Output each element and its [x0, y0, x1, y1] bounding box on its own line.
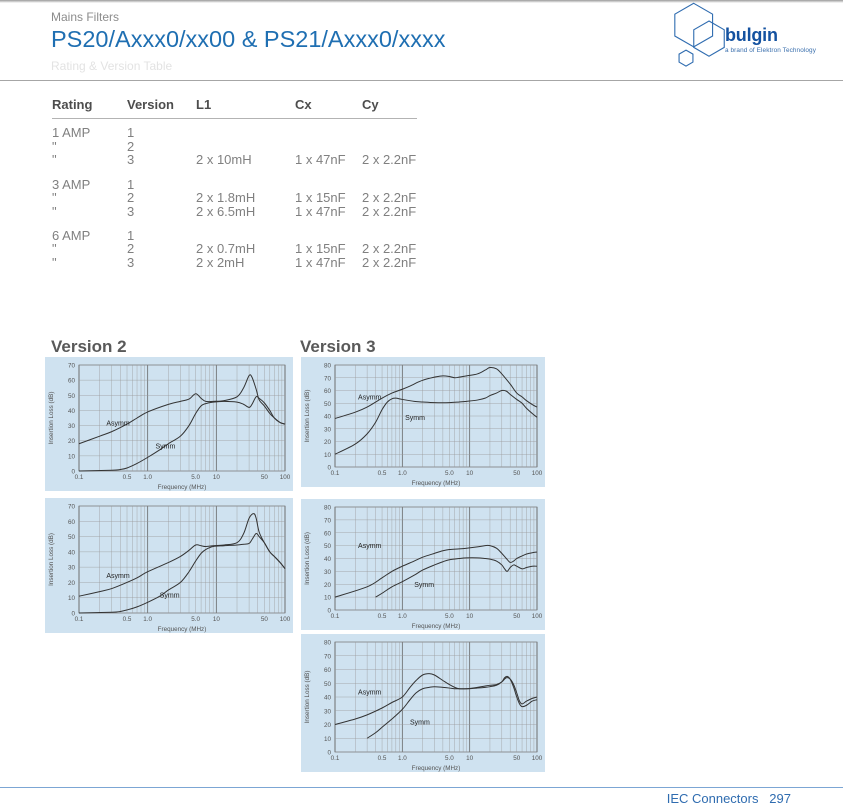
svg-text:0.5: 0.5	[378, 470, 387, 477]
svg-text:70: 70	[324, 375, 332, 382]
svg-text:20: 20	[324, 582, 332, 589]
svg-text:Asymm: Asymm	[358, 543, 382, 550]
svg-text:0.1: 0.1	[331, 470, 340, 477]
svg-text:40: 40	[68, 408, 76, 415]
svg-text:40: 40	[324, 414, 332, 421]
svg-text:0.5: 0.5	[123, 616, 132, 623]
svg-text:60: 60	[68, 519, 76, 526]
svg-text:Frequency (MHz): Frequency (MHz)	[412, 480, 461, 487]
svg-text:1.0: 1.0	[398, 613, 407, 620]
svg-text:Symm: Symm	[405, 415, 425, 422]
svg-text:0.1: 0.1	[75, 474, 84, 481]
svg-text:Symm: Symm	[414, 582, 434, 589]
svg-text:20: 20	[68, 438, 76, 445]
svg-text:Symm: Symm	[160, 593, 180, 600]
svg-text:Frequency (MHz): Frequency (MHz)	[412, 623, 461, 630]
svg-text:5.0: 5.0	[191, 616, 200, 623]
svg-text:0.5: 0.5	[378, 755, 387, 762]
svg-text:40: 40	[68, 549, 76, 556]
svg-text:100: 100	[532, 613, 543, 620]
svg-text:Asymm: Asymm	[106, 421, 130, 428]
svg-text:50: 50	[68, 393, 76, 400]
svg-text:Insertion Loss (dB): Insertion Loss (dB)	[48, 392, 55, 445]
svg-text:50: 50	[261, 616, 269, 623]
svg-text:0.1: 0.1	[75, 616, 84, 623]
svg-text:10: 10	[324, 452, 332, 459]
svg-text:10: 10	[324, 595, 332, 602]
svg-text:70: 70	[324, 517, 332, 524]
svg-text:1.0: 1.0	[398, 470, 407, 477]
svg-text:50: 50	[261, 474, 269, 481]
svg-text:Symm: Symm	[155, 443, 175, 450]
svg-text:0.1: 0.1	[331, 755, 340, 762]
svg-text:20: 20	[68, 580, 76, 587]
svg-text:100: 100	[280, 474, 291, 481]
svg-text:Frequency (MHz): Frequency (MHz)	[158, 626, 207, 633]
svg-text:30: 30	[68, 565, 76, 572]
svg-text:10: 10	[324, 736, 332, 743]
svg-text:80: 80	[324, 640, 332, 647]
svg-text:20: 20	[324, 439, 332, 446]
svg-text:10: 10	[466, 470, 474, 477]
svg-text:10: 10	[68, 595, 76, 602]
svg-text:30: 30	[68, 423, 76, 430]
svg-text:0.5: 0.5	[378, 613, 387, 620]
svg-text:50: 50	[324, 543, 332, 550]
svg-text:10: 10	[213, 474, 221, 481]
svg-text:70: 70	[324, 653, 332, 660]
svg-text:Insertion Loss (dB): Insertion Loss (dB)	[304, 532, 311, 585]
svg-text:10: 10	[466, 613, 474, 620]
svg-text:30: 30	[324, 569, 332, 576]
svg-text:1.0: 1.0	[143, 616, 152, 623]
svg-text:Insertion Loss (dB): Insertion Loss (dB)	[48, 533, 55, 586]
svg-text:Insertion Loss (dB): Insertion Loss (dB)	[304, 390, 311, 443]
svg-text:Asymm: Asymm	[106, 573, 130, 580]
svg-text:50: 50	[513, 613, 521, 620]
svg-text:5.0: 5.0	[445, 613, 454, 620]
svg-text:0.5: 0.5	[123, 474, 132, 481]
svg-text:100: 100	[532, 470, 543, 477]
svg-text:30: 30	[324, 708, 332, 715]
svg-text:Insertion Loss (dB): Insertion Loss (dB)	[304, 671, 311, 724]
svg-text:60: 60	[324, 530, 332, 537]
svg-text:60: 60	[68, 378, 76, 385]
svg-text:1.0: 1.0	[398, 755, 407, 762]
svg-text:10: 10	[213, 616, 221, 623]
svg-text:50: 50	[513, 755, 521, 762]
svg-text:20: 20	[324, 722, 332, 729]
svg-text:Frequency (MHz): Frequency (MHz)	[158, 484, 207, 491]
svg-text:1.0: 1.0	[143, 474, 152, 481]
svg-text:50: 50	[68, 534, 76, 541]
svg-text:Asymm: Asymm	[358, 689, 382, 696]
svg-text:0.1: 0.1	[331, 613, 340, 620]
svg-text:80: 80	[324, 505, 332, 512]
svg-text:30: 30	[324, 426, 332, 433]
svg-text:70: 70	[68, 363, 76, 370]
svg-text:70: 70	[68, 504, 76, 511]
svg-text:10: 10	[68, 453, 76, 460]
svg-text:50: 50	[324, 681, 332, 688]
svg-text:60: 60	[324, 388, 332, 395]
svg-text:Frequency (MHz): Frequency (MHz)	[412, 765, 461, 772]
svg-text:100: 100	[532, 755, 543, 762]
svg-text:80: 80	[324, 363, 332, 370]
svg-text:50: 50	[324, 401, 332, 408]
svg-text:5.0: 5.0	[445, 755, 454, 762]
svg-text:50: 50	[513, 470, 521, 477]
svg-text:5.0: 5.0	[191, 474, 200, 481]
svg-text:Symm: Symm	[410, 720, 430, 727]
svg-text:5.0: 5.0	[445, 470, 454, 477]
svg-text:10: 10	[466, 755, 474, 762]
svg-text:40: 40	[324, 695, 332, 702]
svg-text:Asymm: Asymm	[358, 394, 382, 401]
svg-text:40: 40	[324, 556, 332, 563]
svg-text:60: 60	[324, 667, 332, 674]
svg-text:100: 100	[280, 616, 291, 623]
